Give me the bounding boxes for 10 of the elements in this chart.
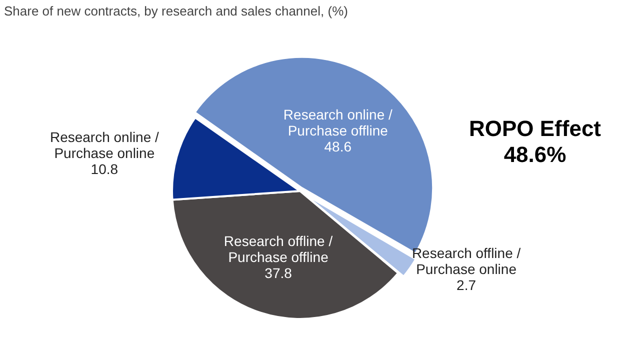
text: ROPO Effect 48.6% [468,116,602,168]
slice-label: Research offline / Purchase offline [224,232,333,265]
data-label: 2.7 [456,277,476,294]
chart-title: Share of new contracts, by research and sales channel, (%) [4,4,348,19]
data-label: 37.8 [264,264,292,281]
data-label: 48.6 [324,138,352,155]
slice-label: Research offline / Purchase online [412,245,521,278]
data-label: 10.8 [90,160,118,177]
slice-label: Research online / Purchase offline [283,106,392,139]
slice-label: Research online / Purchase online [50,128,160,161]
